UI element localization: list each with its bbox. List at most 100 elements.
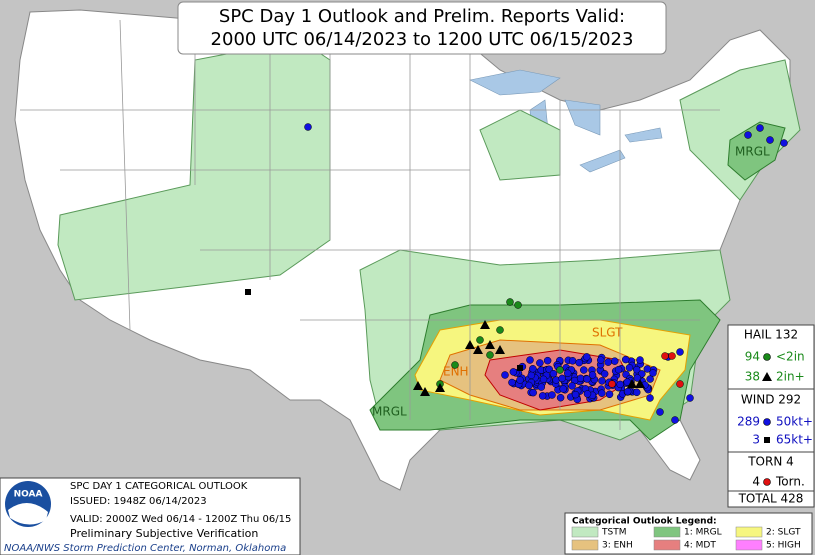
torn-icon bbox=[763, 478, 771, 486]
wind-report bbox=[633, 365, 641, 374]
wind-report bbox=[676, 348, 684, 356]
wind-report bbox=[766, 136, 774, 144]
wind-report bbox=[304, 123, 312, 131]
wind-report bbox=[516, 376, 524, 384]
wind-report bbox=[529, 365, 537, 373]
legend-swatch bbox=[653, 539, 681, 551]
wind-report bbox=[517, 365, 523, 371]
hail-report bbox=[556, 366, 564, 374]
title: 2000 UTC 06/14/2023 to 1200 UTC 06/15/20… bbox=[211, 29, 634, 50]
hail-header: HAIL 132 bbox=[744, 328, 798, 342]
legend-label: 5: HIGH bbox=[766, 541, 801, 551]
wind-report bbox=[643, 365, 652, 373]
map-label: MRGL bbox=[735, 145, 770, 159]
wind-report bbox=[537, 383, 546, 391]
wind-report bbox=[580, 366, 588, 374]
wind-report bbox=[543, 356, 552, 365]
legend-bg bbox=[564, 512, 813, 555]
wind-report bbox=[501, 371, 509, 379]
wind-report bbox=[526, 356, 534, 364]
wind-report bbox=[646, 375, 654, 383]
wind-report bbox=[780, 139, 788, 147]
wind-report bbox=[671, 416, 679, 424]
wind-report bbox=[556, 393, 565, 402]
info-line: ISSUED: 1948Z 06/14/2023 bbox=[70, 496, 207, 507]
hail-report bbox=[514, 301, 522, 309]
wind-report bbox=[525, 381, 533, 390]
wind-report bbox=[558, 374, 566, 383]
hail-report bbox=[451, 361, 459, 369]
wind-label: 65kt+ bbox=[776, 433, 813, 447]
hail-report bbox=[485, 340, 495, 349]
torn-report bbox=[661, 352, 669, 360]
legend-swatch bbox=[653, 526, 681, 538]
wind-report bbox=[604, 358, 612, 366]
map-labels: MRGL SLGT ENH MRGL bbox=[372, 145, 770, 419]
logo-wave bbox=[8, 502, 48, 525]
wind-report bbox=[588, 371, 597, 379]
info-line: VALID: 2000Z Wed 06/14 - 1200Z Thu 06/15 bbox=[70, 514, 291, 525]
legend-label: 2: SLGT bbox=[766, 528, 801, 538]
hail-label: 2in+ bbox=[776, 370, 805, 384]
title: SPC Day 1 Outlook and Prelim. Reports Va… bbox=[219, 6, 625, 27]
hail-count: 94 bbox=[745, 350, 760, 364]
hail-report bbox=[476, 336, 484, 344]
report-box-bg bbox=[727, 324, 815, 508]
wind-report bbox=[583, 375, 591, 383]
info-box: NOAA SPC DAY 1 CATEGORICAL OUTLOOK ISSUE… bbox=[0, 477, 301, 555]
state-lines bbox=[20, 19, 720, 430]
wind-report bbox=[559, 385, 567, 393]
wind-icon bbox=[764, 437, 770, 443]
hail-report bbox=[627, 379, 637, 388]
torn-report bbox=[676, 380, 684, 388]
title-box bbox=[177, 1, 667, 55]
wind-report bbox=[509, 368, 518, 376]
hail-report bbox=[465, 340, 475, 349]
legend-label: 4: MDT bbox=[684, 541, 716, 551]
wind-icon bbox=[763, 418, 771, 426]
hail-count: 38 bbox=[745, 370, 760, 384]
hail-report bbox=[496, 326, 504, 334]
wind-report bbox=[616, 380, 624, 389]
wind-report bbox=[598, 389, 606, 397]
wind-count: 289 bbox=[737, 415, 760, 429]
hail-report bbox=[486, 351, 494, 359]
logo-text: NOAA bbox=[14, 490, 43, 500]
wind-header: WIND 292 bbox=[741, 393, 801, 407]
wind-report bbox=[649, 369, 657, 377]
wind-report bbox=[568, 357, 577, 365]
wind-report bbox=[600, 370, 609, 378]
wind-report bbox=[549, 369, 558, 378]
wind-report bbox=[508, 378, 516, 387]
wind-report bbox=[583, 390, 592, 398]
wind-report bbox=[245, 289, 251, 295]
wind-report bbox=[548, 391, 556, 399]
wind-report bbox=[576, 374, 585, 383]
wind-report bbox=[563, 369, 572, 378]
wind-report bbox=[571, 390, 580, 399]
wind-report bbox=[536, 359, 544, 367]
legend: Categorical Outlook Legend: TSTM 1: MRGL 2… bbox=[564, 512, 813, 555]
footer: NOAA/NWS Storm Prediction Center, Norman… bbox=[4, 543, 286, 554]
lakes bbox=[469, 69, 663, 173]
wind-count: 3 bbox=[752, 433, 760, 447]
wind-report bbox=[529, 388, 537, 397]
torn-label: Torn. bbox=[775, 475, 805, 489]
wind-report bbox=[623, 387, 632, 396]
report-markers bbox=[245, 123, 788, 424]
info-line: Preliminary Subjective Verification bbox=[70, 527, 258, 540]
legend-swatch bbox=[735, 539, 763, 551]
hail-report bbox=[435, 383, 445, 392]
torn-report bbox=[608, 380, 616, 388]
wind-report bbox=[598, 377, 606, 385]
legend-swatch bbox=[735, 526, 763, 538]
hail-label: <2in bbox=[776, 350, 805, 364]
map-label: MRGL bbox=[372, 405, 407, 419]
wind-report bbox=[575, 358, 583, 367]
torn-report bbox=[668, 352, 676, 360]
wind-report bbox=[756, 124, 764, 132]
torn-count: 4 bbox=[752, 475, 760, 489]
wind-report bbox=[539, 375, 548, 384]
report-box: HAIL 132 94 <2in 38 2in+ WIND 292 289 50… bbox=[727, 324, 815, 508]
wind-report bbox=[633, 374, 642, 382]
